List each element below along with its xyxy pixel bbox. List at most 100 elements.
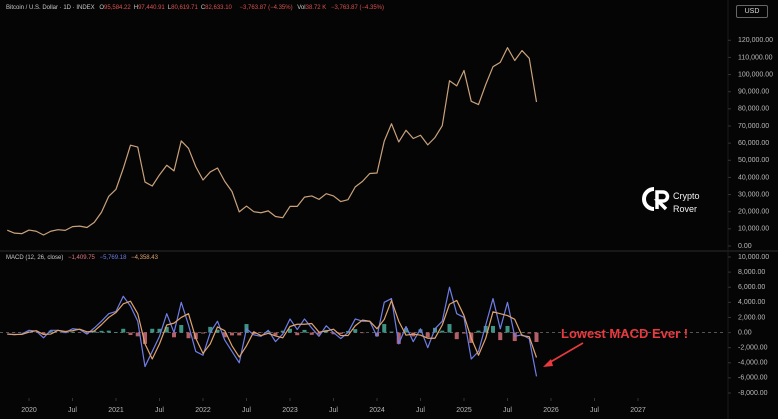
y-tick-label: 110,000.00 — [738, 54, 773, 61]
histogram-bar — [106, 330, 111, 333]
histogram-bar — [447, 324, 452, 333]
x-tick-label: 2023 — [282, 407, 298, 414]
y-tick-label: 70,000.00 — [738, 123, 769, 130]
annotation: Lowest MACD Ever ! — [561, 326, 689, 341]
histogram-bar — [172, 332, 176, 338]
histogram-bar — [135, 332, 140, 337]
y-tick-label: -8,000.00 — [738, 390, 768, 397]
histogram-bar — [309, 332, 314, 335]
histogram-bar — [222, 332, 227, 338]
symbol-title: Bitcoin / U.S. Dollar · 1D · INDEX — [6, 5, 95, 11]
histogram-bar — [179, 325, 184, 333]
histogram-bar — [534, 332, 539, 342]
ohlc-key: H — [133, 5, 139, 11]
histogram-bar — [280, 330, 285, 333]
histogram-bar — [302, 329, 307, 333]
ohlc: O95,584.22 H97,440.91 L80,619.71 C82,633.10 — [99, 5, 235, 11]
x-tick-label: Jul — [329, 407, 338, 414]
histogram-bar — [164, 326, 169, 333]
histogram-bar — [404, 328, 408, 333]
x-tick-label: Jul — [590, 407, 599, 414]
histogram-bar — [85, 332, 89, 334]
histogram-bar — [114, 331, 118, 333]
x-tick-label: Jul — [416, 407, 425, 414]
y-tick-label: -4,000.00 — [738, 360, 768, 367]
histogram-bar — [99, 330, 104, 333]
y-tick-label: 10,000.00 — [738, 254, 769, 261]
y-tick-label: -6,000.00 — [738, 375, 768, 382]
x-tick-label: 2020 — [21, 407, 37, 414]
series-line — [7, 286, 538, 377]
histogram-bar — [331, 332, 336, 335]
x-tick-label: Jul — [155, 407, 164, 414]
y-tick-label: 0.00 — [738, 329, 752, 336]
histogram-bar — [48, 330, 53, 333]
x-tick-label: 2025 — [456, 407, 472, 414]
histogram-bar — [418, 329, 423, 333]
currency-button[interactable]: USD — [736, 5, 768, 18]
volume: 38.72 K — [305, 5, 327, 11]
ohlc-value: 95,584.22 — [104, 5, 131, 11]
histogram-bar — [208, 326, 213, 333]
y-tick-label: 50,000.00 — [738, 157, 769, 164]
histogram-bar — [230, 332, 234, 336]
ohlc-key: C — [200, 5, 206, 11]
volume-change: −3,763.87 (−4.35%) — [330, 5, 385, 11]
macd-legend-value: −4,358.43 — [131, 255, 158, 261]
y-tick-label: -2,000.00 — [738, 345, 768, 352]
histogram-bar — [143, 332, 147, 344]
y-tick-label: 90,000.00 — [738, 89, 769, 96]
histogram-bar — [454, 332, 459, 340]
y-tick-label: 2,000.00 — [738, 314, 765, 321]
y-tick-label: 20,000.00 — [738, 209, 769, 216]
histogram-bar — [251, 332, 256, 335]
histogram-bar — [498, 332, 503, 341]
histogram-bar — [41, 332, 46, 335]
histogram-bar — [317, 332, 321, 335]
y-tick-label: 120,000.00 — [738, 37, 773, 44]
histogram-bar — [353, 329, 358, 333]
histogram-bar — [201, 332, 205, 334]
histogram-bar — [157, 328, 162, 333]
macd-legend-value: −5,769.18 — [99, 255, 127, 261]
x-tick-label: Jul — [68, 407, 77, 414]
ohlc-key: O — [99, 5, 105, 11]
x-tick-label: 2027 — [630, 407, 646, 414]
macd-legend-value: −1,409.75 — [68, 255, 95, 261]
histogram-bar — [121, 328, 126, 333]
histogram-bar — [396, 332, 401, 344]
y-tick-label: 100,000.00 — [738, 71, 773, 78]
histogram-bar — [193, 332, 198, 340]
y-tick-label: 4,000.00 — [738, 299, 765, 306]
y-tick-label: 0.00 — [738, 243, 752, 250]
histogram-bar — [295, 332, 300, 336]
ohlc-value: 80,619.71 — [171, 5, 198, 11]
series-line — [7, 299, 538, 360]
x-tick-label: 2022 — [195, 407, 211, 414]
histogram-bar — [266, 331, 271, 333]
histogram-bar — [360, 332, 365, 334]
y-tick-label: 6,000.00 — [738, 284, 765, 291]
x-tick-label: 2021 — [108, 407, 124, 414]
x-tick-label: Jul — [503, 407, 512, 414]
histogram-bar — [186, 332, 191, 339]
histogram-bar — [462, 332, 466, 334]
watermark: Rover — [673, 204, 698, 214]
histogram-bar — [425, 332, 430, 338]
histogram-bar — [273, 332, 278, 336]
x-tick-label: Jul — [242, 407, 251, 414]
histogram-bar — [527, 332, 532, 334]
x-tick-label: 2024 — [369, 407, 385, 414]
y-tick-label: 10,000.00 — [738, 226, 769, 233]
ohlc-value: 82,633.10 — [205, 5, 232, 11]
volume-key: Vol — [297, 5, 306, 11]
watermark: Crypto — [673, 191, 700, 201]
x-tick-label: 2026 — [543, 407, 559, 414]
y-tick-label: 8,000.00 — [738, 269, 765, 276]
change: −3,763.87 (−4.35%) — [239, 5, 293, 11]
series-line — [7, 47, 538, 236]
price-legend: Bitcoin / U.S. Dollar · 1D · INDEX O95,5… — [6, 5, 387, 11]
histogram-bar — [215, 329, 220, 333]
histogram-bar — [491, 325, 495, 333]
